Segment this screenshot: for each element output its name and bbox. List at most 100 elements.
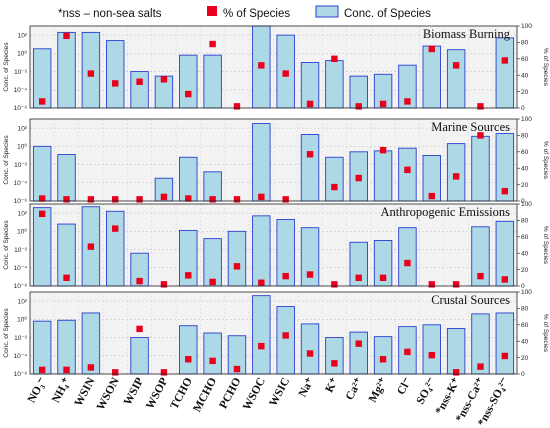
- percent-marker-NH₄⁺: [63, 366, 70, 374]
- left-tick-label: 10⁻⁶: [14, 105, 28, 112]
- percent-marker-SO₄²⁻: [428, 281, 435, 288]
- percent-marker-MCHO: [209, 40, 216, 48]
- left-tick-label: 10⁻⁴: [14, 265, 28, 272]
- percent-marker-WSIP: [136, 325, 143, 333]
- bar-WSIN: [81, 31, 101, 109]
- percent-marker-*nss-K⁺: [452, 62, 460, 69]
- percent-marker-WSOP: [160, 193, 168, 201]
- bar-K⁺: [325, 60, 344, 109]
- percent-marker-TCHO: [185, 90, 192, 98]
- percent-marker-*nss-Ca²⁺: [477, 272, 484, 280]
- percent-marker-Mg²⁺: [379, 356, 387, 363]
- panel-frame: [29, 291, 518, 375]
- right-tick-label: 40: [521, 250, 529, 257]
- category-label: K⁺: [323, 376, 341, 395]
- percent-marker-Na⁺: [306, 100, 314, 108]
- left-tick-label: 10⁻⁴: [14, 180, 28, 187]
- percent-marker-WSIC: [282, 332, 289, 339]
- bar-WSOC: [252, 295, 271, 375]
- percent-marker-WSIN: [87, 70, 95, 77]
- percent-marker-K⁺: [331, 55, 338, 62]
- category-label: SO₄²⁻: [415, 376, 439, 407]
- right-tick-label: 0: [521, 283, 525, 290]
- percent-marker-NH₄⁺: [63, 196, 70, 203]
- percent-marker-WSIN: [87, 364, 95, 371]
- left-tick-label: 10⁻²: [14, 335, 28, 342]
- left-tick-label: 10⁻²: [14, 162, 28, 169]
- left-tick-label: 10⁻⁶: [14, 198, 28, 205]
- category-label: PCHO: [217, 376, 243, 411]
- right-tick-label: 80: [521, 40, 529, 47]
- percent-marker-WSOC: [258, 62, 265, 69]
- percent-marker-PCHO: [233, 263, 241, 270]
- right-tick-label: 80: [521, 306, 529, 313]
- right-tick-label: 80: [521, 133, 529, 140]
- legend-note: *nss – non-sea salts: [58, 8, 162, 20]
- panels-group: 10⁻⁶ 10⁻⁴ 10⁻² 10⁰ 10² 0 20 40 60 80 100 Conc. of S…: [3, 23, 549, 378]
- panel-1: 10⁻⁶ 10⁻⁴ 10⁻² 10⁰ 10² 0 20 40 60 80 100 Conc. of S…: [3, 23, 549, 112]
- percent-marker-NO₃⁻: [38, 98, 46, 105]
- percent-marker-WSOC: [258, 193, 265, 201]
- bar-Mg²⁺: [373, 336, 393, 375]
- left-axis-title: Conc. of Species: [3, 42, 10, 92]
- percent-marker-WSOP: [160, 369, 168, 376]
- percent-marker-*nss-K⁺: [452, 173, 460, 180]
- percent-marker-NO₃⁻: [38, 210, 46, 218]
- right-tick-label: 0: [521, 371, 525, 378]
- bar-*nss-K⁺: [446, 143, 466, 202]
- percent-marker-NH₄⁺: [63, 274, 70, 281]
- percent-marker-MCHO: [209, 357, 216, 365]
- percent-marker-Na⁺: [306, 151, 314, 158]
- bar-NO₃⁻: [32, 320, 52, 375]
- bar-NO₃⁻: [32, 145, 52, 202]
- right-axis-title: % of Species: [542, 314, 549, 353]
- bar-*nss-K⁺: [446, 49, 466, 109]
- percent-marker-WSIP: [136, 196, 143, 203]
- percent-marker-MCHO: [209, 278, 216, 286]
- percent-marker-WSIC: [282, 272, 289, 280]
- bar-Na⁺: [300, 323, 320, 375]
- right-tick-label: 40: [521, 338, 529, 345]
- percent-marker-NO₃⁻: [38, 366, 46, 374]
- left-tick-label: 10⁰: [17, 228, 27, 236]
- bar-NO₃⁻: [32, 207, 52, 287]
- left-axis-title: Conc. of Species: [3, 220, 10, 270]
- percent-marker-TCHO: [185, 195, 192, 202]
- left-tick-label: 10²: [18, 210, 28, 217]
- category-label: Cl⁻: [395, 376, 414, 397]
- percent-marker-WSIC: [282, 196, 289, 203]
- bar-*nss-Ca²⁺: [471, 135, 490, 202]
- percent-marker-PCHO: [233, 196, 241, 203]
- percent-marker-WSOC: [258, 342, 265, 350]
- bar-NH₄⁺: [57, 31, 76, 109]
- percent-marker-Cl⁻: [404, 98, 411, 105]
- percent-marker-Cl⁻: [404, 348, 411, 356]
- percent-marker-SO₄²⁻: [428, 351, 435, 359]
- percent-marker-WSOP: [160, 76, 168, 83]
- left-tick-label: 10²: [18, 32, 28, 39]
- bar-SO₄²⁻: [422, 324, 441, 375]
- category-label: WSOC: [241, 376, 268, 413]
- right-tick-label: 100: [521, 201, 532, 208]
- bar-TCHO: [179, 54, 198, 109]
- bar-WSIP: [130, 71, 149, 109]
- percent-marker-*nss-K⁺: [452, 281, 460, 288]
- percent-marker-WSON: [112, 196, 119, 203]
- category-label: Ca²⁺: [344, 376, 366, 402]
- percent-marker-*nss-Ca²⁺: [477, 103, 484, 110]
- left-axis-title: Conc. of Species: [3, 308, 10, 358]
- percent-marker-WSIN: [87, 243, 95, 250]
- percent-marker-Ca²⁺: [355, 340, 362, 347]
- percent-marker-Ca²⁺: [355, 274, 362, 281]
- legend-marker-swatch: [207, 6, 217, 16]
- percent-marker-WSON: [112, 369, 119, 376]
- right-tick-label: 40: [521, 72, 529, 79]
- left-tick-label: 10²: [18, 298, 28, 305]
- bar-WSOC: [252, 123, 271, 202]
- percent-marker-NH₄⁺: [63, 32, 70, 40]
- bar-Ca²⁺: [349, 331, 368, 375]
- category-label: WSIC: [267, 376, 292, 409]
- panel-2: 10⁻⁶ 10⁻⁴ 10⁻² 10⁰ 10² 0 20 40 60 80 100 Conc. of S…: [3, 116, 549, 205]
- panel-title: Anthropogenic Emissions: [380, 205, 510, 219]
